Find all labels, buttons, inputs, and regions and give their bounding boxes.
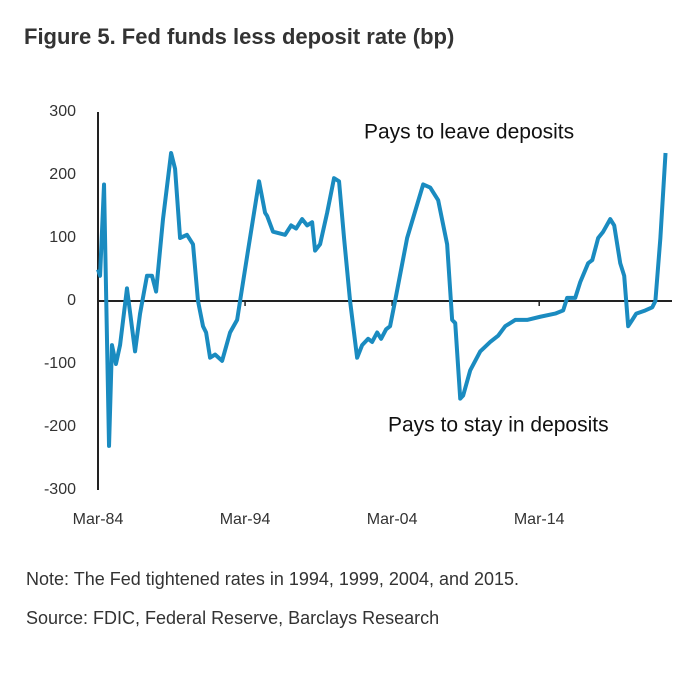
- note: Note: The Fed tightened rates in 1994, 1…: [26, 569, 519, 589]
- y-tick-label: -300: [44, 481, 76, 498]
- chart-title: Figure 5. Fed funds less deposit rate (b…: [24, 24, 454, 49]
- y-tick-label: -100: [44, 355, 76, 372]
- x-tick-label: Mar-04: [367, 511, 418, 528]
- x-tick-label: Mar-84: [73, 511, 124, 528]
- y-tick-label: 200: [49, 166, 76, 183]
- source: Source: FDIC, Federal Reserve, Barclays …: [26, 608, 439, 628]
- y-tick-label: 0: [67, 292, 76, 309]
- y-tick-label: -200: [44, 418, 76, 435]
- annotation: Pays to leave deposits: [364, 121, 574, 144]
- y-tick-label: 100: [49, 229, 76, 246]
- x-tick-label: Mar-94: [220, 511, 271, 528]
- x-tick-label: Mar-14: [514, 511, 565, 528]
- annotation: Pays to stay in deposits: [388, 414, 609, 437]
- y-tick-label: 300: [49, 103, 76, 120]
- data-line: [96, 150, 668, 448]
